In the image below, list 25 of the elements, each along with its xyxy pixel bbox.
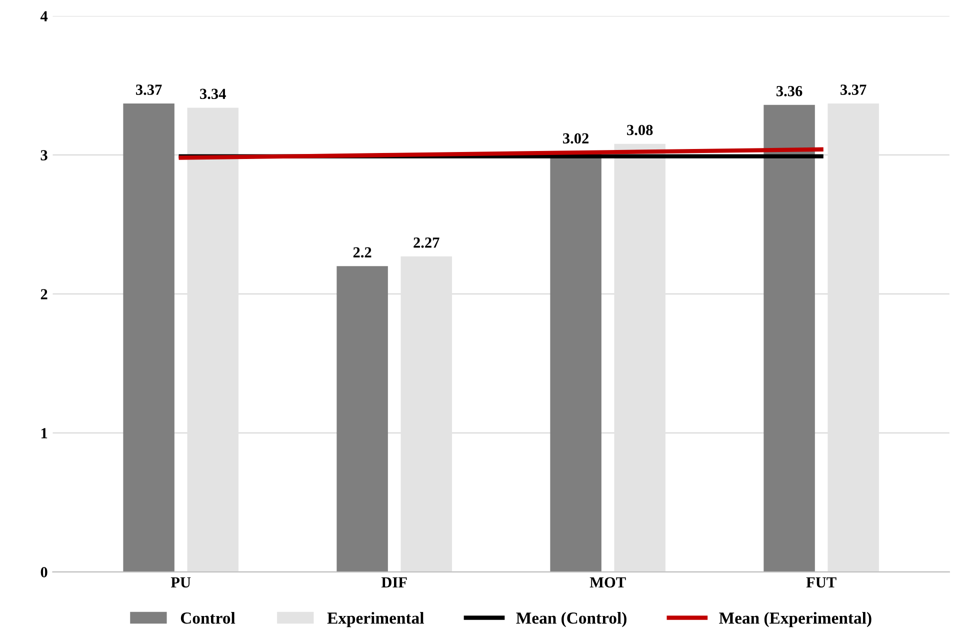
data-label: 3.37 — [840, 84, 866, 95]
x-tick-label: DIF — [381, 577, 407, 588]
y-tick-label: 3 — [40, 150, 48, 160]
line-series — [178, 147, 824, 160]
bar — [764, 104, 815, 572]
data-label: 3.02 — [563, 133, 589, 144]
legend-label: Experimental — [327, 612, 424, 628]
y-tick-label: 0 — [40, 567, 48, 578]
data-label: 2.27 — [414, 237, 440, 248]
x-tick-label: MOT — [590, 577, 626, 588]
data-label: 3.08 — [627, 124, 653, 136]
y-tick-label: 1 — [41, 428, 48, 438]
x-tick-label: PU — [170, 577, 191, 588]
legend-label: Control — [180, 612, 236, 624]
data-label: 3.36 — [776, 86, 802, 96]
bar — [336, 266, 388, 572]
data-label: 2.2 — [353, 247, 372, 258]
x-tick-label: FUT — [806, 577, 836, 588]
data-label: 3.37 — [136, 84, 162, 95]
bar — [123, 104, 174, 572]
legend-label: Mean (Control) — [516, 612, 626, 628]
data-label: 3.34 — [200, 88, 226, 100]
y-tick-label: 2 — [40, 289, 48, 300]
legend-label: Mean (Experimental) — [719, 612, 872, 628]
y-tick-label: 4 — [40, 11, 48, 22]
